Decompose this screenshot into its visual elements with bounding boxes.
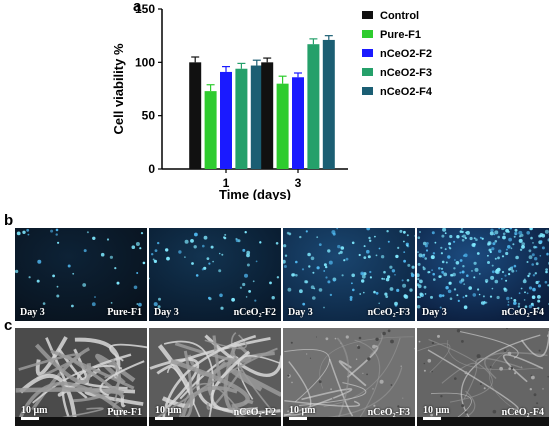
scale-bar-line xyxy=(155,417,173,420)
x-tick-label: 3 xyxy=(295,176,302,190)
fluorescence-cells xyxy=(149,228,281,321)
bar xyxy=(250,65,263,169)
sem-info-bar xyxy=(15,417,147,426)
fluorescence-cells xyxy=(15,228,147,321)
scale-bar-label: 10 μm xyxy=(155,405,182,416)
fluorescence-sample-label: nCeO₂-F3 xyxy=(367,307,410,318)
sem-fibers xyxy=(149,328,281,426)
bar xyxy=(235,68,248,169)
x-tick-label: 1 xyxy=(223,176,230,190)
sem-image-nceo2-f4: 10 μm nCeO₂-F4 xyxy=(416,327,550,427)
y-tick-label: 0 xyxy=(148,162,155,176)
sem-sample-label: Pure-F1 xyxy=(107,407,142,418)
fluorescence-sample-label: nCeO₂-F2 xyxy=(233,307,276,318)
sem-info-bar xyxy=(283,417,415,426)
bar xyxy=(322,39,335,169)
scale-bar-line xyxy=(21,417,39,420)
fluorescence-cells xyxy=(283,228,415,321)
fluorescence-image-nceo2-f4: Day 3 nCeO₂-F4 xyxy=(416,227,550,322)
sem-sample-label: nCeO₂-F3 xyxy=(367,407,410,418)
bar xyxy=(276,83,289,169)
sem-image-nceo2-f2: 10 μm nCeO₂-F2 xyxy=(148,327,282,427)
sem-surface xyxy=(417,328,549,426)
y-tick-label: 50 xyxy=(142,109,156,123)
sem-sample-label: nCeO₂-F2 xyxy=(233,407,276,418)
y-tick-label: 100 xyxy=(135,55,155,69)
scale-bar: 10 μm xyxy=(155,405,182,420)
bar xyxy=(204,91,217,169)
scale-bar: 10 μm xyxy=(21,405,48,420)
fluorescence-day-label: Day 3 xyxy=(154,307,179,318)
fluorescence-day-label: Day 3 xyxy=(20,307,45,318)
y-tick-label: 150 xyxy=(135,2,155,16)
scale-bar: 10 μm xyxy=(289,405,316,420)
legend-label: Control xyxy=(380,10,419,22)
sem-surface xyxy=(283,328,415,426)
sem-image-nceo2-f3: 10 μm nCeO₂-F3 xyxy=(282,327,416,427)
legend-label: nCeO2-F4 xyxy=(380,86,433,98)
bar xyxy=(292,77,304,169)
panel-label-a: a xyxy=(133,0,142,15)
legend-swatch xyxy=(362,68,373,76)
fluorescence-image-nceo2-f2: Day 3 nCeO₂-F2 xyxy=(148,227,282,322)
legend-label: nCeO2-F3 xyxy=(380,67,432,79)
y-axis-label: Cell viability % xyxy=(111,43,126,134)
sem-image-pure-f1: 10 μm Pure-F1 xyxy=(14,327,148,427)
legend-swatch xyxy=(362,49,373,57)
bar xyxy=(261,62,274,170)
bar xyxy=(220,71,232,169)
bar xyxy=(307,44,320,170)
scale-bar-label: 10 μm xyxy=(423,405,450,416)
fluorescence-image-nceo2-f3: Day 3 nCeO₂-F3 xyxy=(282,227,416,322)
legend-swatch xyxy=(362,87,373,95)
sem-sample-label: nCeO₂-F4 xyxy=(501,407,544,418)
fluorescence-day-label: Day 3 xyxy=(288,307,313,318)
sem-info-bar xyxy=(417,417,549,426)
scale-bar-label: 10 μm xyxy=(21,405,48,416)
legend-label: Pure-F1 xyxy=(380,29,421,41)
fluorescence-sample-label: Pure-F1 xyxy=(107,307,142,318)
sem-info-bar xyxy=(149,417,281,426)
fluorescence-cells xyxy=(417,228,549,321)
bar-chart: 0 50 100 150 1 3 Time (days) Cell viability % Co… xyxy=(111,2,433,200)
bar xyxy=(189,62,202,170)
scale-bar: 10 μm xyxy=(423,405,450,420)
fluorescence-image-pure-f1: Day 3 Pure-F1 xyxy=(14,227,148,322)
legend-label: nCeO2-F2 xyxy=(380,48,432,60)
fluorescence-sample-label: nCeO₂-F4 xyxy=(501,307,544,318)
legend-swatch xyxy=(362,11,373,19)
scale-bar-label: 10 μm xyxy=(289,405,316,416)
x-axis-label: Time (days) xyxy=(219,187,291,200)
scale-bar-line xyxy=(289,417,307,420)
panel-label-b: b xyxy=(4,212,14,229)
panel-label-c: c xyxy=(4,317,13,334)
legend-swatch xyxy=(362,30,373,38)
sem-fibers xyxy=(15,328,147,426)
fluorescence-day-label: Day 3 xyxy=(422,307,447,318)
scale-bar-line xyxy=(423,417,441,420)
